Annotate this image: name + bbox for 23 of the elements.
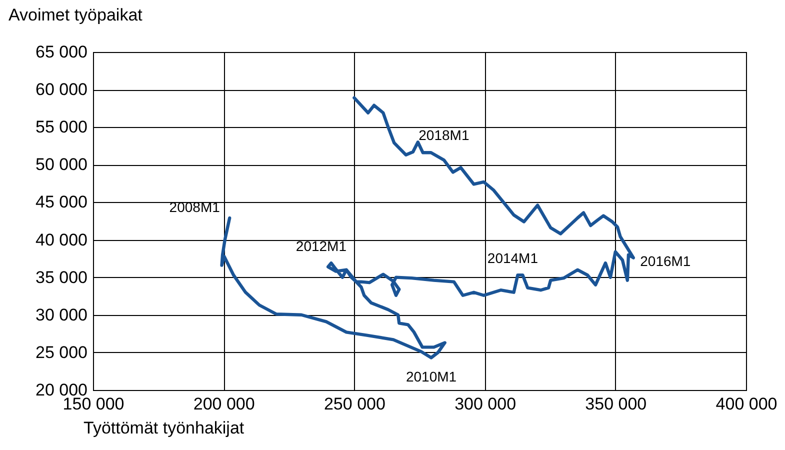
annotation: 2016M1 [640, 252, 691, 269]
y-tick-label: 65 000 [36, 42, 88, 62]
x-tick-label: 350 000 [585, 394, 647, 414]
annotation: 2010M1 [406, 368, 457, 385]
annotation: 2012M1 [296, 238, 347, 254]
y-tick-label: 30 000 [36, 305, 88, 324]
y-tick-label: 55 000 [36, 118, 88, 137]
line-series [220, 96, 636, 360]
y-tick-label: 40 000 [36, 230, 88, 250]
y-tick-label: 25 000 [36, 342, 88, 362]
y-tick-label: 50 000 [36, 155, 88, 174]
x-tick-label: 150 000 [62, 394, 124, 414]
x-tick-label: 300 000 [454, 394, 516, 414]
annotation: 2018M1 [418, 127, 470, 144]
y-tick-label: 60 000 [36, 80, 88, 100]
annotation: 2014M1 [487, 250, 538, 266]
y-axis-title: Avoimet työpaikat [8, 6, 143, 24]
x-axis-title: Työttömät työnhakijat [84, 418, 244, 438]
x-tick-label: 250 000 [324, 394, 386, 414]
y-tick-label: 35 000 [36, 268, 88, 287]
y-tick-label: 45 000 [36, 192, 88, 212]
x-tick-label: 400 000 [716, 394, 778, 414]
x-tick-label: 200 000 [193, 394, 255, 414]
